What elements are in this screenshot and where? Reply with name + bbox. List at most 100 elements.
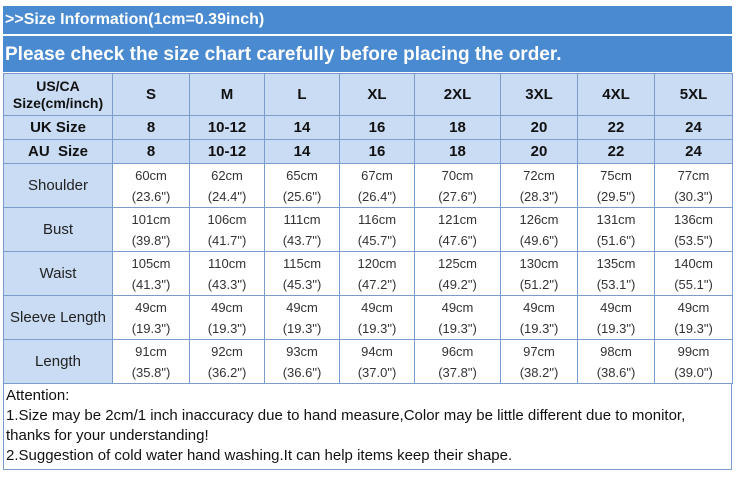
cm-value: 125cm	[437, 255, 478, 271]
au-size-cell: 10-12	[189, 139, 265, 164]
inch-value: (43.3")	[207, 276, 247, 292]
cm-value: 49cm	[523, 299, 555, 315]
inch-value: (41.7")	[207, 232, 247, 248]
measurement-cell: 125cm (49.2")	[414, 251, 501, 296]
cm-value: 140cm	[673, 255, 714, 271]
us-size-row: US/CA Size(cm/inch) S M L XL 2XL 3XL 4XL…	[3, 73, 733, 116]
cm-value: 72cm	[523, 167, 555, 183]
cm-value: 77cm	[677, 167, 710, 183]
cm-value: 120cm	[357, 255, 397, 271]
measurements-body: Shoulder 60cm (23.6") 62cm (24.4") 65cm (25.6"…	[3, 163, 733, 384]
measurement-row: Sleeve Length 49cm (19.3") 49cm (19.3") 49cm (…	[3, 295, 733, 340]
measurement-label: Shoulder	[3, 163, 113, 208]
cm-value: 126cm	[519, 211, 559, 227]
note-line-2: thanks for your understanding!	[6, 427, 209, 444]
measurement-cell: 60cm (23.6")	[112, 163, 190, 208]
uk-size-cell: 22	[577, 115, 655, 140]
measurement-cell: 96cm (37.8")	[414, 339, 501, 384]
inch-value: (53.5")	[674, 232, 713, 248]
inch-value: (38.2")	[519, 364, 559, 380]
cm-value: 135cm	[596, 255, 636, 271]
measurement-cell: 49cm (19.3")	[339, 295, 415, 340]
attention-title: Attention:	[6, 387, 70, 404]
measurement-cell: 140cm (55.1")	[654, 251, 733, 296]
measurement-cell: 94cm (37.0")	[339, 339, 415, 384]
measurement-cell: 131cm (51.6")	[577, 207, 655, 252]
inch-value: (39.0")	[674, 364, 713, 380]
cm-value: 94cm	[361, 343, 393, 359]
measurement-cell: 99cm (39.0")	[654, 339, 733, 384]
size-header: L	[264, 73, 340, 116]
size-header: M	[189, 73, 265, 116]
cm-value: 96cm	[441, 343, 474, 359]
measurement-cell: 136cm (53.5")	[654, 207, 733, 252]
uk-size-cell: 20	[500, 115, 578, 140]
measurement-cell: 115cm (45.3")	[264, 251, 340, 296]
cm-value: 101cm	[131, 211, 171, 227]
corner-label-line2: Size(cm/inch)	[12, 94, 104, 111]
cm-value: 130cm	[519, 255, 559, 271]
measurement-cell: 98cm (38.6")	[577, 339, 655, 384]
cm-value: 49cm	[677, 299, 710, 315]
inch-value: (29.5")	[596, 188, 636, 204]
inch-value: (19.3")	[596, 320, 636, 336]
cm-value: 97cm	[523, 343, 555, 359]
measurement-label: Bust	[3, 207, 113, 252]
measurement-cell: 49cm (19.3")	[112, 295, 190, 340]
measurement-cell: 72cm (28.3")	[500, 163, 578, 208]
measurement-cell: 77cm (30.3")	[654, 163, 733, 208]
inch-value: (43.7")	[282, 232, 322, 248]
inch-value: (36.6")	[282, 364, 322, 380]
measurement-cell: 130cm (51.2")	[500, 251, 578, 296]
inch-value: (45.3")	[282, 276, 322, 292]
inch-value: (26.4")	[357, 188, 397, 204]
inch-value: (49.6")	[519, 232, 559, 248]
inch-value: (51.2")	[519, 276, 559, 292]
measurement-cell: 62cm (24.4")	[189, 163, 265, 208]
size-header: 5XL	[654, 73, 733, 116]
measurement-row: Waist 105cm (41.3") 110cm (43.3") 115cm (45.3"…	[3, 251, 733, 296]
inch-value: (28.3")	[519, 188, 559, 204]
au-size-cell: 24	[654, 139, 733, 164]
cm-value: 65cm	[286, 167, 318, 183]
measurement-cell: 126cm (49.6")	[500, 207, 578, 252]
inch-value: (19.3")	[674, 320, 713, 336]
inch-value: (23.6")	[131, 188, 171, 204]
cm-value: 98cm	[600, 343, 632, 359]
cm-value: 111cm	[283, 211, 321, 227]
au-size-cell: 8	[112, 139, 190, 164]
measurement-cell: 92cm (36.2")	[189, 339, 265, 384]
cm-value: 49cm	[361, 299, 393, 315]
measurement-label: Sleeve Length	[3, 295, 113, 340]
cm-value: 93cm	[286, 343, 318, 359]
cm-value: 115cm	[282, 255, 322, 271]
cm-value: 70cm	[441, 167, 474, 183]
cm-value: 121cm	[437, 211, 478, 227]
au-size-cell: 20	[500, 139, 578, 164]
size-header: 2XL	[414, 73, 501, 116]
uk-size-cell: 8	[112, 115, 190, 140]
measurement-cell: 105cm (41.3")	[112, 251, 190, 296]
cm-value: 116cm	[357, 211, 397, 227]
measurement-label: Waist	[3, 251, 113, 296]
uk-size-row: UK Size 8 10-12 14 16 18 20 22 24	[3, 115, 733, 140]
uk-size-cell: 16	[339, 115, 415, 140]
corner-label-line1: US/CA	[36, 77, 80, 94]
measurement-cell: 110cm (43.3")	[189, 251, 265, 296]
inch-value: (45.7")	[357, 232, 397, 248]
measurement-cell: 65cm (25.6")	[264, 163, 340, 208]
measurement-cell: 49cm (19.3")	[500, 295, 578, 340]
inch-value: (19.3")	[207, 320, 247, 336]
measurement-cell: 120cm (47.2")	[339, 251, 415, 296]
uk-size-label: UK Size	[3, 115, 113, 140]
cm-value: 136cm	[673, 211, 714, 227]
inch-value: (47.6")	[438, 232, 477, 248]
inch-value: (19.3")	[282, 320, 322, 336]
cm-value: 49cm	[211, 299, 243, 315]
measurement-cell: 97cm (38.2")	[500, 339, 578, 384]
size-header: 4XL	[577, 73, 655, 116]
cm-value: 99cm	[677, 343, 710, 359]
measurement-label: Length	[3, 339, 113, 384]
inch-value: (19.3")	[438, 320, 477, 336]
cm-value: 67cm	[361, 167, 393, 183]
